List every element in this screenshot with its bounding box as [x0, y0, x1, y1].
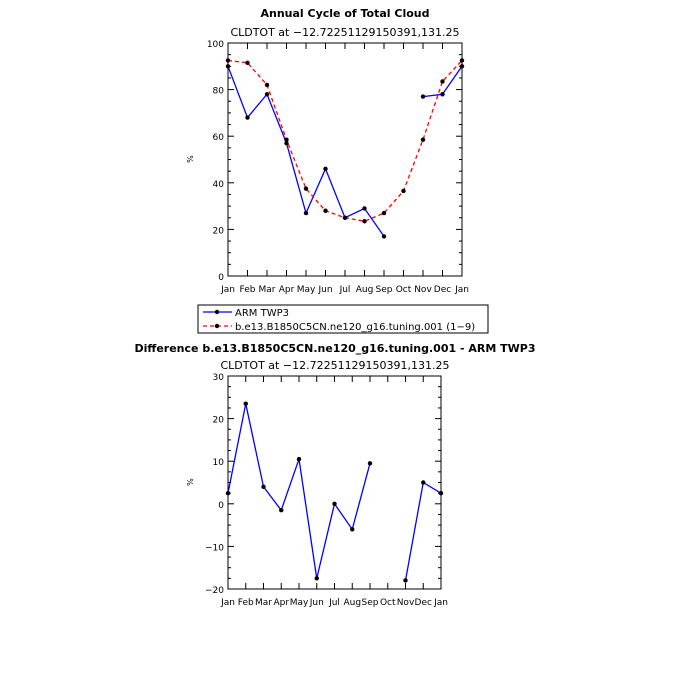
legend-label-model: b.e13.B1850C5CN.ne120_g16.tuning.001 (1−… — [235, 322, 475, 333]
chart1-ytick-label: 80 — [213, 87, 225, 97]
chart2-xtick-label: Nov — [397, 598, 415, 608]
chart2-ytick-label: −20 — [205, 586, 224, 596]
chart2-ytick-label: 0 — [218, 501, 224, 511]
chart1-series-0-point — [303, 210, 309, 216]
chart1-xtick-label: Nov — [414, 285, 432, 295]
chart1-ytick-label: 20 — [213, 226, 225, 236]
chart2-series-0-point — [403, 578, 408, 583]
chart2-xtick-label: Oct — [380, 598, 396, 608]
chart2-series-0-point — [296, 456, 302, 462]
legend-label-arm-twp3: ARM TWP3 — [235, 308, 289, 319]
chart2-xtick-label: Sep — [362, 598, 379, 608]
chart1-xtick-label: Aug — [356, 285, 374, 295]
legend-box — [197, 304, 489, 334]
difference-chart: Difference b.e13.B1850C5CN.ne120_g16.tun… — [135, 342, 536, 608]
chart2-series-0-point — [279, 507, 284, 513]
chart2-xtick-label: Jan — [433, 598, 448, 608]
chart2-series-0-point — [314, 576, 319, 581]
chart1-series-0-point — [440, 92, 445, 97]
chart2-xtick-label: Mar — [255, 598, 272, 608]
chart2-series — [225, 401, 444, 583]
chart1-series-1-point — [440, 79, 445, 84]
chart1-xtick-label: Mar — [259, 285, 276, 295]
chart2-subtitle: CLDTOT at −12.72251129150391,131.25 — [220, 359, 449, 372]
chart1-plot-frame — [227, 42, 463, 277]
chart2-xtick-label: Apr — [273, 598, 289, 608]
chart2-series-0-line — [227, 403, 371, 579]
chart2-ytick-label: 30 — [213, 373, 225, 383]
chart2-y-axis-label: % — [186, 478, 195, 486]
chart1-series-1-point — [401, 188, 406, 194]
chart2-series-0-point — [350, 527, 355, 532]
chart1-series-0-point — [420, 94, 426, 99]
chart2-xtick-label: Feb — [238, 598, 254, 608]
chart1-xtick-label: Feb — [240, 285, 256, 295]
chart1-xtick-label: Jun — [317, 285, 332, 295]
chart1-title: Annual Cycle of Total Cloud — [260, 7, 429, 20]
chart2-ytick-label: 20 — [213, 416, 225, 426]
chart1-y-axis-label: % — [186, 155, 195, 163]
chart2-plot-frame — [227, 375, 442, 590]
chart1-xtick-label: Dec — [434, 285, 451, 295]
chart1-series-0-line — [227, 66, 385, 237]
chart1-series-0-point — [264, 92, 270, 97]
chart1-series-1-point — [303, 186, 309, 191]
legend-marker-model — [214, 323, 220, 329]
chart2-xtick-label: Jan — [220, 598, 235, 608]
annual-cycle-chart: Annual Cycle of Total Cloud CLDTOT at −1… — [186, 7, 469, 295]
chart2-xtick-label: Jul — [328, 598, 340, 608]
chart1-series-0-point — [323, 166, 328, 172]
chart2-ytick-label: 10 — [213, 458, 225, 468]
chart2-title: Difference b.e13.B1850C5CN.ne120_g16.tun… — [135, 342, 536, 355]
chart2-series-0-point — [261, 484, 266, 489]
chart1-xtick-label: Jan — [220, 285, 235, 295]
chart1-legend: ARM TWP3 b.e13.B1850C5CN.ne120_g16.tunin… — [197, 304, 489, 334]
chart1-series-1-point — [420, 137, 426, 142]
chart2-series-0-point — [243, 401, 248, 406]
chart1-series-1-point — [245, 60, 250, 66]
chart1-xtick-label: May — [297, 285, 316, 295]
chart1-ytick-label: 40 — [213, 180, 225, 190]
chart2-series-0-point — [332, 501, 337, 506]
chart1-series-1-point — [381, 210, 387, 216]
chart1-series-1-point — [362, 219, 367, 224]
chart1-xtick-label: Jan — [454, 285, 469, 295]
chart1-series-1-point — [264, 82, 270, 88]
chart1-series-0-point — [381, 234, 387, 239]
chart2-xtick-label: May — [290, 598, 309, 608]
chart2-series-0-line — [404, 481, 442, 581]
chart2-xtick-label: Aug — [343, 598, 361, 608]
chart1-xtick-label: Jul — [339, 285, 351, 295]
chart1-xtick-label: Oct — [396, 285, 412, 295]
chart1-xtick-label: Sep — [376, 285, 393, 295]
chart1-series-1-line — [227, 59, 463, 222]
chart1-subtitle: CLDTOT at −12.72251129150391,131.25 — [230, 26, 459, 39]
chart1-series-0-point — [362, 206, 367, 211]
chart1-series-1-point — [284, 137, 289, 142]
chart1-series-1-point — [342, 215, 348, 220]
chart1-axes: 0 20 40 60 80 100 Jan Feb Mar Apr May Jun Jul Aug Sep O… — [207, 40, 469, 295]
chart2-xtick-label: Jun — [309, 598, 324, 608]
chart2-series-0-point — [367, 461, 373, 466]
chart1-ytick-label: 60 — [213, 133, 225, 143]
chart1-series-0-point — [245, 115, 250, 120]
chart1-series — [225, 58, 465, 239]
chart2-series-0-point — [421, 480, 426, 485]
chart2-xtick-label: Dec — [415, 598, 432, 608]
chart1-ytick-label: 100 — [207, 40, 224, 50]
legend-marker-arm-twp3 — [214, 309, 220, 315]
chart1-ytick-label: 0 — [218, 273, 224, 283]
chart1-series-1-point — [323, 208, 328, 213]
chart1-xtick-label: Apr — [279, 285, 295, 295]
chart1-series-0-point — [284, 140, 289, 146]
chart2-ytick-label: −10 — [205, 543, 224, 553]
